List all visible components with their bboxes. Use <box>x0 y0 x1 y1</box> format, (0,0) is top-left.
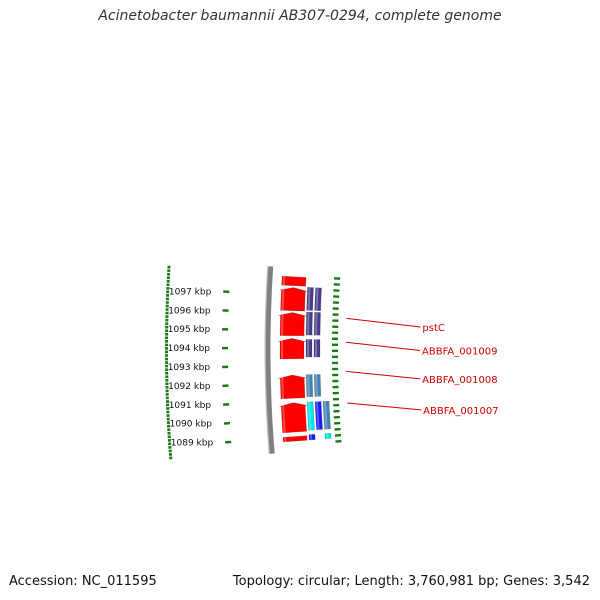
gene-label: pstC <box>422 323 444 334</box>
gene-label-leader <box>346 370 421 380</box>
scale-label: 1091 kbp <box>169 401 212 411</box>
gene-label-leader <box>346 317 421 328</box>
gene-feature-sheen <box>325 433 329 439</box>
gene-feature-sheen <box>281 287 285 311</box>
gene-feature <box>308 433 316 441</box>
gene-feature-sheen <box>307 312 310 335</box>
gene-label: ABBFA_001008 <box>422 375 497 386</box>
scale-label: 1097 kbp <box>169 287 212 297</box>
scale-label: 1095 kbp <box>168 325 211 335</box>
scale-label: 1090 kbp <box>170 420 213 430</box>
backbone-highlight <box>264 266 270 454</box>
gene-feature <box>279 402 308 434</box>
gene-feature <box>305 339 313 358</box>
gene-feature <box>279 287 308 312</box>
gene-feature <box>306 286 314 311</box>
scale-label: 1096 kbp <box>168 306 211 316</box>
gene-label: ABBFA_001007 <box>423 406 498 417</box>
gene-feature-sheen <box>307 339 309 358</box>
gene-feature-sheen <box>282 276 286 286</box>
gene-feature-sheen <box>315 339 317 357</box>
gene-feature <box>278 374 307 400</box>
gene-feature <box>313 339 321 358</box>
gene-label: ABBFA_001009 <box>422 346 497 357</box>
scale-label: 1093 kbp <box>168 363 211 373</box>
gene-feature-sheen <box>281 338 284 359</box>
gene-feature-sheen <box>309 434 313 440</box>
gene-feature-sheen <box>282 403 286 433</box>
map-title: Acinetobacter baumannii AB307-0294, comp… <box>98 8 502 24</box>
gene-feature <box>324 432 332 440</box>
gene-label-leader <box>345 341 421 351</box>
gene-feature-sheen <box>307 374 310 397</box>
scale-label: 1089 kbp <box>171 439 214 449</box>
genome-backbone <box>265 266 275 454</box>
gene-feature-sheen <box>284 437 287 442</box>
summary-text: Topology: circular; Length: 3,760,981 bp… <box>232 574 590 589</box>
gene-feature <box>314 401 323 431</box>
gene-feature-sheen <box>316 401 320 430</box>
gene-feature <box>305 374 314 398</box>
gene-feature-sheen <box>281 375 284 399</box>
gene-feature-sheen <box>324 401 328 430</box>
accession-text: Accession: NC_011595 <box>9 574 157 589</box>
gene-feature <box>314 287 322 312</box>
gene-feature <box>282 435 308 443</box>
gene-feature <box>277 338 307 360</box>
gene-feature <box>313 374 322 397</box>
gene-feature <box>306 401 315 431</box>
gene-feature-sheen <box>315 374 318 397</box>
gene-feature <box>305 311 313 336</box>
gene-label-leader <box>347 402 422 411</box>
gene-feature-sheen <box>281 312 284 336</box>
gene-feature <box>313 311 321 336</box>
gene-feature-sheen <box>308 402 312 431</box>
scale-label: 1092 kbp <box>168 382 211 392</box>
gene-feature <box>281 275 307 287</box>
gene-feature-sheen <box>315 287 319 311</box>
gene-feature-sheen <box>315 312 318 336</box>
scale-label: 1094 kbp <box>168 344 211 354</box>
gene-feature-sheen <box>307 287 311 311</box>
gene-feature <box>322 400 331 430</box>
gene-feature <box>278 312 307 337</box>
